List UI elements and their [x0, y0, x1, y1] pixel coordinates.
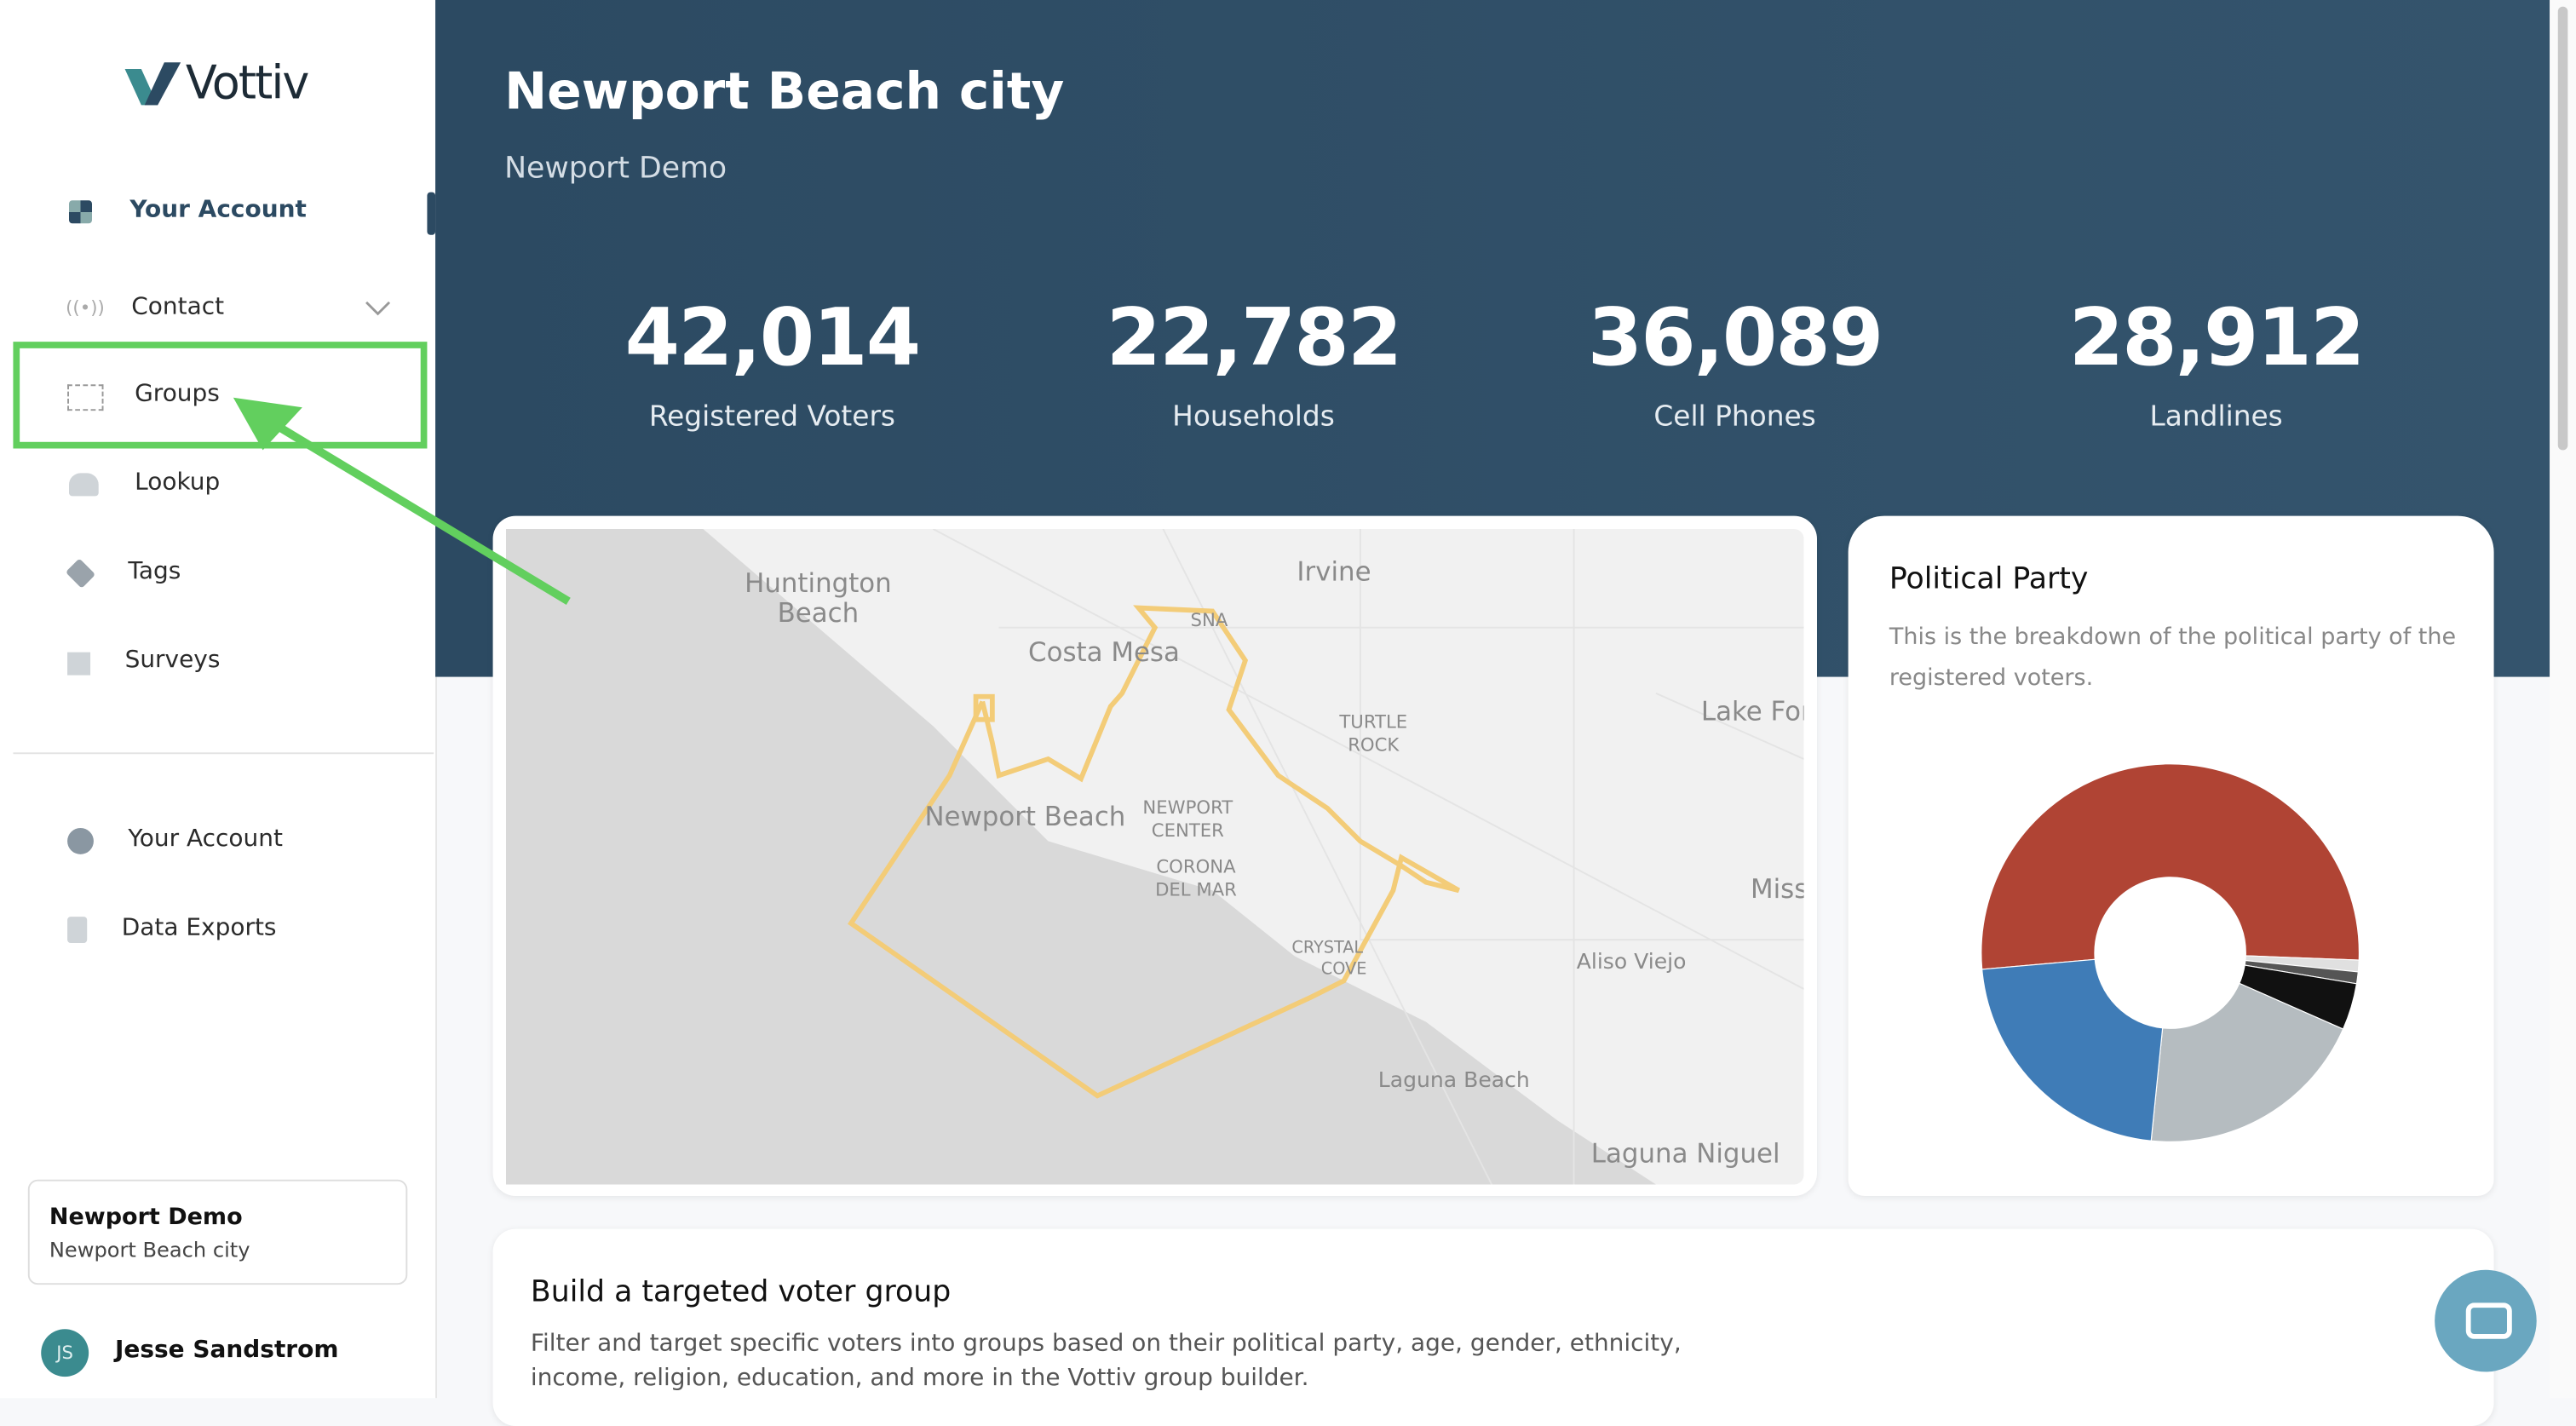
nav-item[interactable]: Contact — [131, 294, 225, 321]
nav-item[interactable]: Lookup — [135, 469, 221, 497]
map-label: Aliso Viejo — [1577, 949, 1687, 974]
brand: Vottiv — [185, 55, 309, 111]
avatar[interactable]: JS — [41, 1329, 89, 1377]
donut-slice — [1981, 958, 2164, 1141]
nav-item[interactable]: Groups — [135, 381, 220, 408]
map-label: DEL MAR — [1155, 879, 1237, 900]
map-label: NEWPORT — [1142, 797, 1233, 819]
stat-label: Landlines — [2149, 400, 2283, 434]
donut-slice — [1981, 763, 2360, 970]
map-label: Newport Beach — [924, 802, 1125, 832]
nav-icon — [67, 917, 88, 943]
stat-label: Cell Phones — [1653, 400, 1816, 434]
nav-icon — [68, 200, 92, 224]
arrow — [233, 397, 571, 605]
donut-slice — [2150, 982, 2344, 1142]
stat: 42,014 Registered Voters — [575, 292, 969, 434]
map-label: Irvine — [1297, 557, 1371, 588]
nav-icon: ((•)) — [66, 297, 105, 319]
nav-item[interactable]: Your Account — [129, 197, 307, 224]
nav-icon — [67, 652, 91, 676]
nav-item[interactable]: Data Exports — [121, 915, 277, 942]
map-label: CRYSTAL — [1291, 937, 1363, 957]
donut-chart — [1981, 763, 2360, 1142]
stat-value: 36,089 — [1587, 292, 1884, 385]
card-title: Build a targeted voter group — [530, 1274, 952, 1310]
workspace-city: Newport Beach city — [49, 1237, 250, 1262]
nav-item[interactable]: Your Account — [128, 826, 283, 853]
chevron[interactable] — [365, 301, 391, 317]
map-label: CORONA — [1156, 856, 1236, 877]
map-label: Laguna Beach — [1378, 1067, 1530, 1092]
map-label: Laguna Niguel — [1591, 1138, 1780, 1169]
user-name[interactable]: Jesse Sandstrom — [114, 1337, 339, 1364]
nav-icon — [67, 384, 104, 411]
highlight-box — [13, 342, 428, 449]
map-label: Costa Mesa — [1028, 637, 1180, 668]
map-label: Beach — [778, 598, 860, 629]
stat-label: Households — [1172, 400, 1335, 434]
map-label: Huntington — [745, 568, 892, 599]
stat-label: Registered Voters — [648, 400, 896, 434]
divider — [13, 752, 434, 755]
nav-icon — [67, 827, 94, 854]
page-subtitle: Newport Demo — [504, 151, 727, 186]
stat: 22,782 Households — [1056, 292, 1451, 434]
active-indicator — [427, 192, 436, 235]
workspace-name: Newport Demo — [49, 1204, 243, 1231]
sidebar: Vottiv Your Account ((•)) Contact Groups… — [0, 0, 437, 1399]
scrollbar — [2550, 0, 2576, 1399]
map-label: COVE — [1321, 958, 1367, 978]
stat-value: 28,912 — [2068, 292, 2366, 385]
card-description: Filter and target specific voters into g… — [530, 1331, 1682, 1392]
nav-item[interactable]: Surveys — [124, 647, 221, 674]
nav-icon — [65, 558, 96, 589]
builder-card: Build a targeted voter group Filter and … — [492, 1228, 2494, 1426]
stat: 36,089 Cell Phones — [1538, 292, 1932, 434]
party-card: Political Party This is the breakdown of… — [1848, 515, 2494, 1196]
stat-value: 42,014 — [624, 292, 922, 385]
map-label: ROCK — [1348, 735, 1400, 756]
stat: 28,912 Landlines — [2019, 292, 2413, 434]
map-label: Miss — [1751, 874, 1804, 905]
logo-icon — [124, 62, 181, 106]
map-label: TURTLE — [1338, 712, 1407, 733]
map-label: SNA — [1191, 610, 1228, 631]
map-label: CENTER — [1152, 820, 1224, 842]
stat-value: 22,782 — [1106, 292, 1403, 385]
page-title: Newport Beach city — [504, 62, 1065, 122]
map-label: Lake Fores — [1701, 696, 1804, 727]
workspace-card[interactable]: Newport Demo Newport Beach city — [27, 1179, 408, 1285]
chat-button[interactable] — [2435, 1269, 2537, 1372]
nav-item[interactable]: Tags — [128, 558, 181, 585]
card-title: Political Party — [1889, 561, 2089, 597]
card-description: This is the breakdown of the political p… — [1889, 624, 2457, 692]
nav-icon — [68, 473, 99, 497]
